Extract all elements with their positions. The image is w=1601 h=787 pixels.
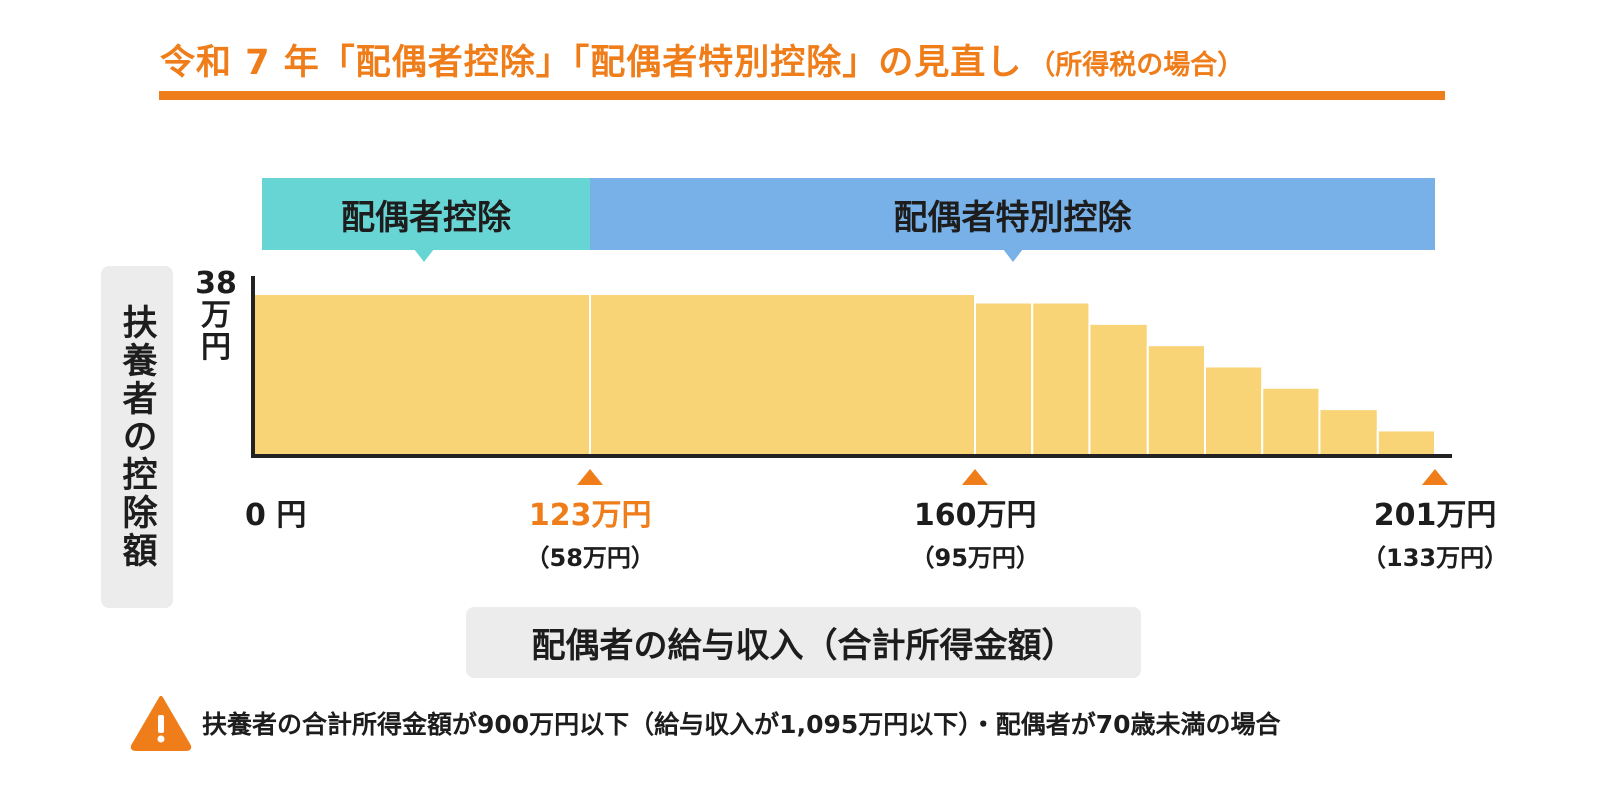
y-tick-unit-2: 円 [201, 330, 231, 365]
x-tick-marker-1 [577, 469, 603, 485]
bar-2 [974, 301, 1034, 457]
bar-3 [1031, 301, 1091, 457]
band-spouse-deduction-label: 配偶者控除 [341, 197, 511, 238]
x-tick-1: 123万円 （58万円） [526, 490, 655, 573]
x-axis-label: 配偶者の給与収入（合計所得金額） [531, 626, 1076, 666]
y-tick-label: 38 万 円 [191, 268, 241, 364]
condition-note-text: 扶養者の合計所得金額が900万円以下（給与収入が1,095万円以下）・配偶者が7… [202, 710, 1281, 739]
chart-title: 令和 7 年「配偶者控除」「配偶者特別控除」の見直し [160, 43, 1023, 83]
bar-8 [1318, 408, 1379, 457]
x-tick-label-2: 160万円 [913, 498, 1037, 533]
x-tick-label-0: 0 円 [245, 498, 307, 533]
title-row: 令和 7 年「配偶者控除」「配偶者特別控除」の見直し （所得税の場合） [160, 34, 1450, 85]
bar-7 [1261, 386, 1321, 457]
x-tick-label-3: 201万円 [1373, 498, 1497, 533]
bar-0 [252, 293, 591, 457]
bar-4 [1088, 322, 1149, 457]
x-tick-sublabel-3: （133万円） [1362, 544, 1509, 572]
chart-subtitle: （所得税の場合） [1028, 50, 1245, 81]
x-tick-2: 160万円 （95万円） [911, 490, 1040, 573]
x-tick-marker-2 [962, 469, 988, 485]
y-axis-label: 扶養者の控除額 [116, 304, 157, 570]
condition-note: 扶養者の合計所得金額が900万円以下（給与収入が1,095万円以下）・配偶者が7… [130, 695, 1281, 751]
bar-5 [1146, 344, 1207, 457]
x-axis-label-box: 配偶者の給与収入（合計所得金額） [466, 607, 1141, 678]
bar-9 [1376, 429, 1437, 457]
band-special-pointer [1003, 249, 1023, 262]
x-tick-0: 0 円 [245, 490, 306, 534]
x-tick-marker-3 [1422, 469, 1448, 485]
bar-1 [589, 293, 976, 457]
band-spouse-deduction: 配偶者控除 [262, 178, 590, 250]
warning-icon [130, 696, 192, 751]
band-spouse-pointer [414, 249, 434, 262]
x-tick-label-1: 123万円 [528, 498, 652, 533]
title-underline [159, 91, 1445, 100]
bar-6 [1204, 365, 1264, 458]
x-tick-3: 201万円 （133万円） [1362, 490, 1508, 573]
x-tick-sublabel-1: （58万円） [525, 544, 655, 572]
y-axis-label-box: 扶養者の控除額 [101, 266, 173, 608]
band-special-deduction-label: 配偶者特別控除 [893, 197, 1132, 238]
x-tick-sublabel-2: （95万円） [910, 544, 1040, 572]
band-special-deduction: 配偶者特別控除 [590, 178, 1435, 250]
y-tick-value: 38 [195, 266, 237, 301]
y-tick-unit-1: 万 [201, 298, 231, 333]
